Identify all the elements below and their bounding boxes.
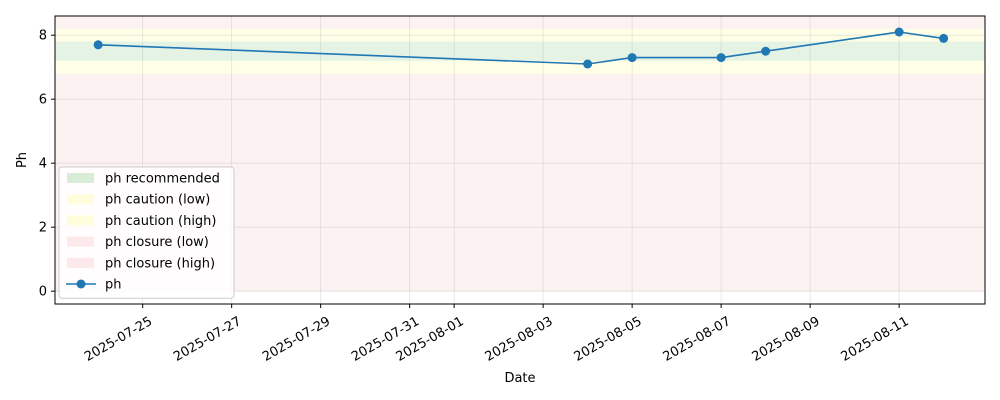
x-tick-label: 2025-08-03: [483, 314, 556, 365]
x-tick-label: 2025-07-25: [82, 314, 155, 365]
y-axis-ticks: 0 2 4 6 8: [39, 29, 55, 300]
x-tick-label: 2025-08-07: [661, 314, 734, 365]
x-tick-label: 2025-08-11: [839, 314, 912, 365]
data-point: [627, 53, 637, 63]
legend-marker: [76, 279, 86, 289]
y-tick-label: 2: [39, 221, 47, 236]
legend-label: ph: [105, 278, 122, 293]
band-1: [55, 60, 985, 74]
legend: ph recommended ph caution (low) ph caution…: [58, 166, 235, 299]
legend-swatch: [67, 215, 94, 226]
legend-label: ph caution (high): [105, 214, 217, 229]
x-tick-label: 2025-08-09: [750, 314, 823, 365]
legend-swatch: [67, 236, 94, 247]
legend-label: ph caution (low): [105, 193, 210, 208]
legend-swatch: [67, 194, 94, 205]
data-point: [716, 53, 726, 63]
data-point: [761, 46, 771, 56]
legend-label: ph closure (low): [105, 235, 209, 250]
y-tick-label: 0: [39, 285, 47, 300]
legend-label: ph recommended: [105, 172, 220, 187]
legend-label: ph closure (high): [105, 256, 215, 271]
data-point: [583, 59, 593, 69]
data-point: [894, 27, 904, 37]
y-tick-label: 8: [39, 29, 47, 44]
data-point: [93, 40, 103, 50]
data-point: [939, 33, 949, 43]
plot-frame: [54, 15, 986, 305]
x-tick-label: 2025-07-29: [260, 314, 333, 365]
band-4: [55, 16, 985, 29]
legend-swatch: [67, 257, 94, 268]
grid: [55, 16, 985, 304]
band-0: [55, 41, 985, 61]
y-tick-label: 4: [39, 157, 47, 172]
y-axis-label: Ph: [15, 152, 30, 168]
x-axis-ticks: 2025-07-25 2025-07-27 2025-07-29 2025-07-31…: [82, 304, 912, 365]
legend-swatch: [67, 173, 94, 183]
series-layer: [93, 27, 949, 69]
band-2: [55, 28, 985, 42]
x-axis-label: Date: [504, 371, 535, 386]
x-tick-label: 2025-08-05: [572, 314, 645, 365]
y-tick-label: 6: [39, 93, 47, 108]
x-tick-label: 2025-07-27: [171, 314, 244, 365]
legend-box: [58, 166, 235, 299]
